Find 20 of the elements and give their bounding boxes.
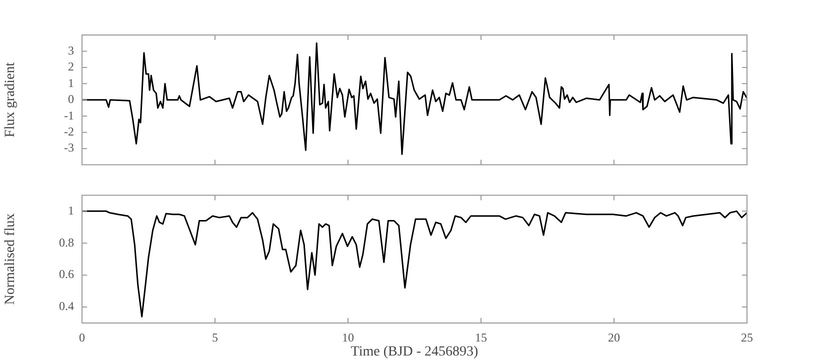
y-tick-label: 3 (68, 43, 74, 58)
y-tick-label: 0.4 (59, 299, 74, 314)
y-tick-label: 2 (68, 60, 74, 74)
x-tick-label: 25 (741, 330, 753, 344)
x-tick-label: 5 (212, 330, 218, 344)
x-axis-title: Time (BJD - 2456893) (350, 344, 479, 360)
y-axis-title: Normalised flux (3, 213, 18, 305)
x-tick-label: 0 (79, 330, 85, 344)
y-tick-label: -3 (64, 140, 74, 155)
x-tick-label: 20 (608, 330, 620, 344)
y-tick-label: 0 (68, 92, 74, 106)
y-tick-label: 1 (68, 203, 74, 218)
y-axis-title: Flux gradient (3, 62, 18, 138)
y-tick-label: 0.6 (59, 267, 74, 282)
y-tick-label: 0.8 (59, 235, 74, 250)
y-tick-label: 1 (68, 76, 74, 90)
x-tick-label: 15 (475, 330, 487, 344)
x-tick-label: 10 (342, 330, 354, 344)
y-tick-label: -1 (64, 108, 74, 122)
y-tick-label: -2 (64, 124, 74, 139)
